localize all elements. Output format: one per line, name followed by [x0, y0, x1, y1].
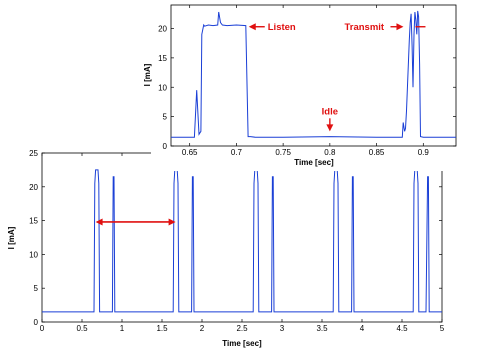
main-ytick-label: 5: [34, 284, 39, 293]
inset-xtick-label: 0.9: [418, 148, 430, 157]
main-xtick-label: 1: [120, 324, 125, 333]
period-arrow-head-left: [95, 218, 103, 226]
transmit-label: Transmit: [344, 22, 384, 33]
period-arrow-head-right: [168, 218, 176, 226]
inset-xlabel: Time [sec]: [294, 158, 334, 167]
inset-ytick-label: 5: [163, 113, 168, 122]
main-ytick-label: 0: [34, 318, 39, 327]
main-xtick-label: 3.5: [316, 324, 328, 333]
main-ytick-label: 25: [29, 149, 38, 158]
inset-ytick-label: 20: [158, 25, 167, 34]
inset-ytick-label: 10: [158, 83, 167, 92]
inset-plot-frame: [170, 4, 457, 147]
inset-tick-marks: [171, 5, 456, 147]
main-tick-labels: 0 0.5 1 1.5 2 2.5 3 3.5 4 4.5 5 0 5 10 15 20 25: [29, 149, 445, 333]
main-annotations: [95, 218, 176, 226]
inset-xtick-label: 0.75: [275, 148, 291, 157]
idle-label: Idle: [322, 106, 338, 117]
inset-xtick-label: 0.8: [324, 148, 336, 157]
main-ytick-label: 15: [29, 217, 38, 226]
main-xtick-label: 0.5: [76, 324, 88, 333]
main-xtick-label: 1.5: [156, 324, 168, 333]
inset-chart: 0.65 0.7 0.75 0.8 0.85 0.9 0 5 10 15 20 Listen Tran…: [143, 1, 484, 171]
main-xlabel: Time [sec]: [222, 339, 262, 348]
main-ylabel: I [mA]: [7, 226, 16, 249]
main-xtick-label: 2: [200, 324, 205, 333]
inset-series-line: [171, 10, 456, 138]
inset-xtick-label: 0.85: [369, 148, 385, 157]
inset-xtick-label: 0.7: [231, 148, 243, 157]
main-xtick-label: 5: [440, 324, 445, 333]
listen-label: Listen: [268, 22, 296, 33]
inset-xtick-label: 0.65: [182, 148, 198, 157]
main-xtick-label: 4.5: [396, 324, 408, 333]
inset-ylabel: I [mA]: [143, 63, 152, 86]
main-xtick-label: 2.5: [236, 324, 248, 333]
idle-arrow-head: [326, 124, 334, 132]
main-xtick-label: 0: [40, 324, 45, 333]
inset-annotations: Listen Transmit Idle: [248, 22, 426, 132]
main-series-line: [42, 169, 442, 313]
inset-ytick-label: 15: [158, 54, 167, 63]
main-plot-frame: [41, 152, 443, 323]
transmit-arrow-head: [396, 23, 404, 31]
inset-tick-labels: 0.65 0.7 0.75 0.8 0.85 0.9 0 5 10 15 20: [158, 25, 429, 158]
main-ytick-label: 10: [29, 250, 38, 259]
main-xtick-label: 4: [360, 324, 365, 333]
main-xtick-label: 3: [280, 324, 285, 333]
inset-ytick-label: 0: [163, 142, 168, 151]
main-chart: 0 0.5 1 1.5 2 2.5 3 3.5 4 4.5 5 0 5 10 15 20 25 Time [se…: [7, 149, 445, 348]
listen-arrow-head: [248, 23, 256, 31]
main-ytick-label: 20: [29, 183, 38, 192]
